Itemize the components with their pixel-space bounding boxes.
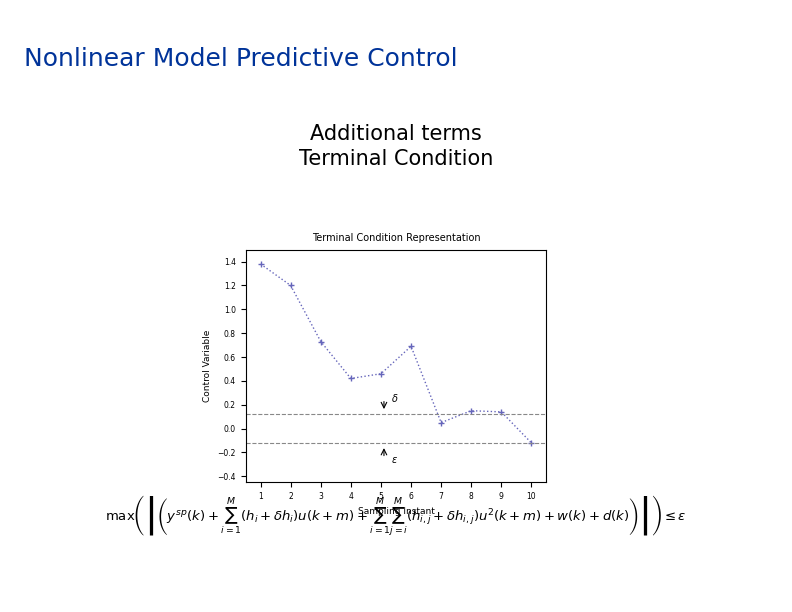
Text: $\varepsilon$: $\varepsilon$ (391, 455, 398, 465)
Text: $\mathrm{max}\left(\left|\left(y^{sp}(k)+\sum_{i=1}^{M}(h_i+\delta h_i)u(k+m)+\s: $\mathrm{max}\left(\left|\left(y^{sp}(k)… (105, 493, 687, 538)
Y-axis label: Control Variable: Control Variable (203, 330, 211, 402)
Text: Nonlinear Model Predictive Control: Nonlinear Model Predictive Control (24, 47, 458, 71)
Text: Robust NMPC using Volterra Models and the SSV: Robust NMPC using Volterra Models and th… (594, 592, 792, 602)
Title: Terminal Condition Representation: Terminal Condition Representation (312, 233, 480, 244)
X-axis label: Sampling Instant: Sampling Instant (357, 507, 435, 515)
Text: $\delta$: $\delta$ (391, 392, 399, 403)
Text: Diaz-Mendoza R. and Budman H: Diaz-Mendoza R. and Budman H (16, 592, 183, 602)
Text: Introduction    Nonlinear Model Predictive Control: Introduction Nonlinear Model Predictive … (250, 9, 542, 22)
Text: Additional terms
Terminal Condition: Additional terms Terminal Condition (299, 124, 493, 169)
